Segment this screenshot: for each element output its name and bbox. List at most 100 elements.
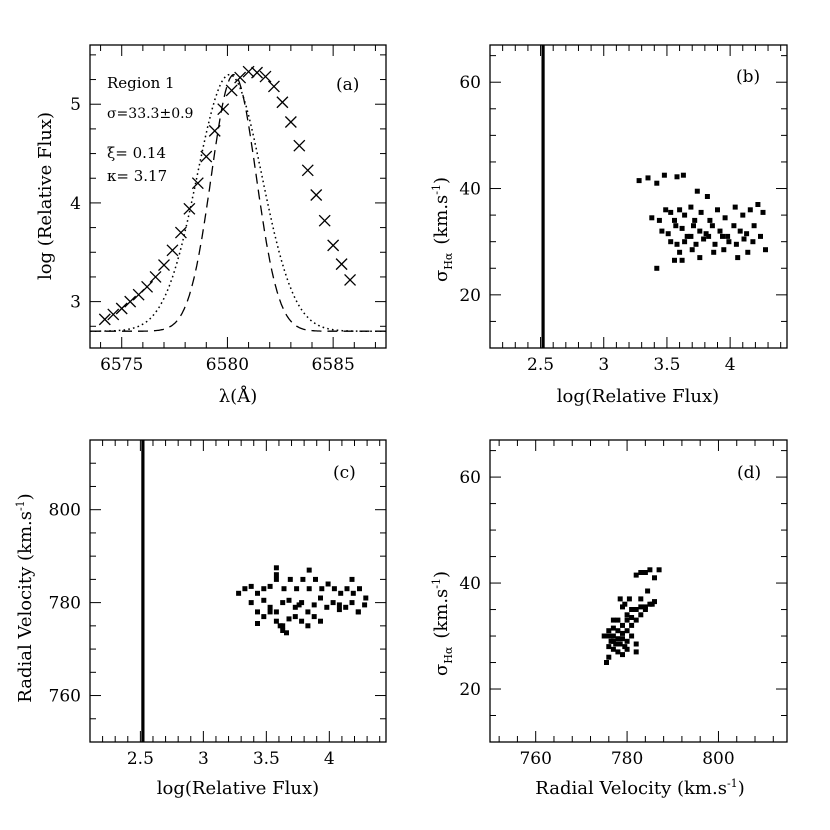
scatter-point [638,596,644,602]
scatter-point [624,612,630,618]
scatter-point [248,600,254,606]
scatter-point [711,249,717,255]
scatter-point [654,265,660,271]
observed-point-cross [141,280,154,293]
observed-point-cross [251,66,263,79]
scatter-point [325,581,331,587]
scatter-point [610,633,616,639]
scatter-point [654,180,660,186]
scatter-point [294,586,300,592]
y-tick-label: 40 [459,180,481,200]
scatter-point [701,236,707,242]
scatter-point [292,614,298,620]
scatter-point [292,604,298,610]
scatter-point [273,576,279,582]
scatter-point [336,607,342,613]
x-tick-label: 3 [598,355,609,375]
panel-c-label: (c) [333,463,356,483]
scatter-point [629,615,635,620]
scatter-point [267,604,273,610]
observed-point-cross [276,96,289,109]
scatter-point [677,207,683,213]
y-tick-label: 800 [49,501,81,521]
scatter-point [636,178,642,184]
scatter-point [642,604,648,610]
panel-a-ticks [90,45,386,348]
scatter-point [682,212,688,218]
scatter-point [338,590,344,596]
scatter-point [610,617,616,623]
scatter-point [255,609,260,615]
scatter-point [758,233,763,239]
panel-b-frame [489,44,788,349]
scatter-point [712,241,718,247]
scatter-point [679,257,685,263]
scatter-point [674,174,680,180]
scatter-point [763,247,768,253]
scatter-point [280,628,286,633]
scatter-point [311,614,317,620]
scatter-point [620,630,625,636]
scatter-point [732,204,738,210]
scatter-point [642,570,648,575]
scatter-point [688,233,694,239]
panel-d-xlabel: Radial Velocity (km.s-1) [535,777,744,799]
y-tick-label: 60 [459,73,481,93]
scatter-point [694,188,700,194]
panel-d-label: (d) [737,463,761,483]
x-tick-label: 2.5 [127,749,154,769]
x-tick-label: 800 [702,749,734,769]
scatter-point [349,576,355,582]
scatter-point [642,607,648,612]
scatter-point [606,628,612,634]
scatter-point [717,228,723,234]
panel-d-frame [489,439,788,743]
scatter-point [350,590,356,596]
scatter-point [652,575,657,581]
scatter-point [755,202,761,207]
scatter-point [613,641,619,647]
panel-d-ticks [490,440,787,743]
observed-point-cross [301,164,314,177]
scatter-point [281,586,287,592]
scatter-point [355,609,361,615]
scatter-point [697,228,703,234]
scatter-point [677,249,683,255]
scatter-point [629,622,635,628]
observed-point-cross [208,124,221,137]
panel-c-xlabel: log(Relative Flux) [157,778,319,799]
panel-d-tick-labels: 760 780 800 20 40 60 [459,468,734,769]
observed-point-cross [217,103,230,116]
scatter-point [656,567,662,573]
scatter-point [689,247,695,253]
scatter-point [649,215,655,221]
scatter-point [707,217,713,223]
panel-d-marks [601,567,662,665]
panel-a-ylabel: log (Relative Flux) [35,112,56,280]
panel-c-scatter: 2.5 3 3.5 4 760 780 800 (c) log(Relative Flux)… [14,439,387,799]
scatter-point [261,597,267,603]
scatter-point [267,583,273,589]
scatter-point [617,596,623,602]
scatter-point [362,602,368,608]
scatter-point [638,604,644,610]
panel-b-marks [541,45,768,348]
x-tick-label: 2.5 [527,355,554,375]
scatter-point [693,241,699,247]
panel-b-ticks [489,45,787,349]
scatter-point [626,596,632,602]
scatter-point [343,604,349,610]
scatter-point [691,223,696,229]
panel-b-scatter: 2.5 3 3.5 4 20 40 60 (b) log(Relative Flux) σH… [430,44,788,407]
scatter-point [620,604,625,610]
scatter-point [751,223,757,229]
y-tick-label: 4 [70,194,81,214]
observed-point-cross [124,295,137,308]
observed-point-cross [284,116,297,128]
scatter-point [638,612,644,618]
panel-b-tick-labels: 2.5 3 3.5 4 20 40 60 [459,73,735,375]
scatter-point [624,617,630,623]
scatter-point [741,236,747,242]
